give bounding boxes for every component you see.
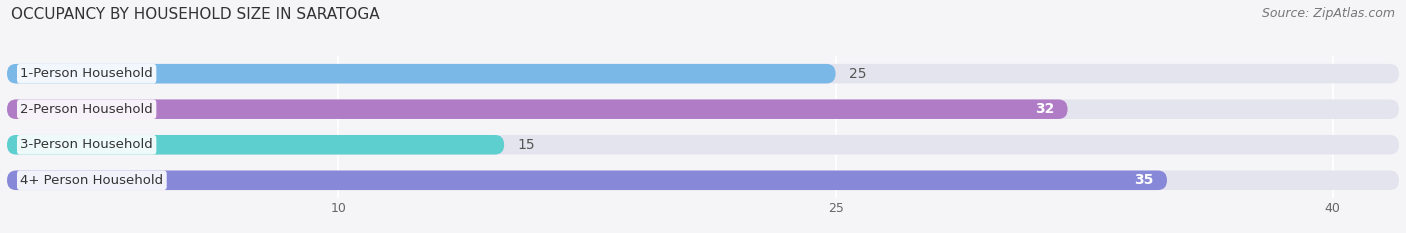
Text: 3-Person Household: 3-Person Household xyxy=(20,138,153,151)
FancyBboxPatch shape xyxy=(7,99,1067,119)
FancyBboxPatch shape xyxy=(7,135,1399,154)
Text: 15: 15 xyxy=(517,138,536,152)
Text: 4+ Person Household: 4+ Person Household xyxy=(20,174,163,187)
FancyBboxPatch shape xyxy=(7,171,1167,190)
Text: OCCUPANCY BY HOUSEHOLD SIZE IN SARATOGA: OCCUPANCY BY HOUSEHOLD SIZE IN SARATOGA xyxy=(11,7,380,22)
FancyBboxPatch shape xyxy=(7,171,1399,190)
Text: 35: 35 xyxy=(1135,173,1154,187)
Text: 1-Person Household: 1-Person Household xyxy=(20,67,153,80)
FancyBboxPatch shape xyxy=(7,64,835,83)
FancyBboxPatch shape xyxy=(7,135,505,154)
Text: 25: 25 xyxy=(849,67,866,81)
Text: Source: ZipAtlas.com: Source: ZipAtlas.com xyxy=(1261,7,1395,20)
Text: 2-Person Household: 2-Person Household xyxy=(20,103,153,116)
FancyBboxPatch shape xyxy=(7,99,1399,119)
FancyBboxPatch shape xyxy=(7,64,1399,83)
Text: 32: 32 xyxy=(1035,102,1054,116)
